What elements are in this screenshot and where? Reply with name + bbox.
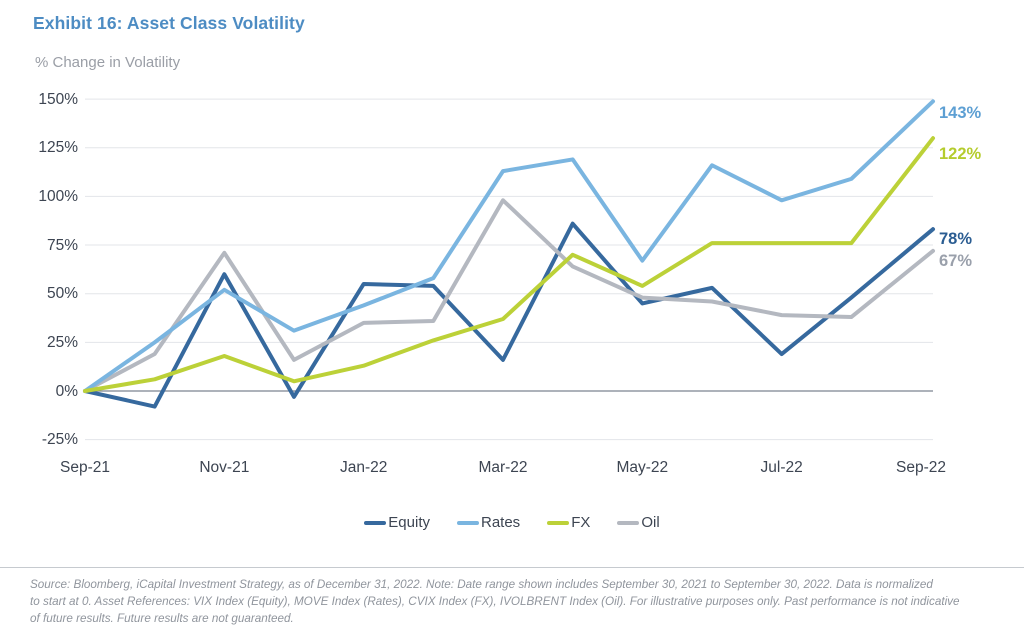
y-tick-label: 100% — [38, 187, 78, 205]
footer-divider — [0, 567, 1024, 568]
legend-label-fx: FX — [571, 514, 591, 531]
legend-label-equity: Equity — [388, 514, 430, 531]
y-tick-label: 50% — [46, 285, 78, 303]
end-label-rates: 143% — [939, 103, 982, 122]
series-line-rates — [83, 99, 935, 393]
legend-item-equity: Equity — [364, 514, 430, 531]
legend-swatch-fx — [547, 520, 570, 525]
source-note: Source: Bloomberg, iCapital Investment S… — [30, 576, 1010, 627]
legend-swatch-oil — [617, 520, 640, 525]
y-tick-label: 0% — [55, 382, 78, 400]
legend-item-fx: FX — [547, 514, 590, 531]
x-tick-label: Sep-21 — [60, 459, 110, 476]
y-tick-label: 25% — [46, 333, 78, 351]
x-tick-label: Jan-22 — [339, 459, 388, 476]
legend-swatch-rates — [457, 520, 479, 525]
legend-label-oil: Oil — [641, 514, 660, 531]
end-label-equity: 78% — [939, 230, 973, 249]
end-label-oil: 67% — [939, 251, 973, 270]
x-tick-label: Mar-22 — [478, 459, 528, 476]
y-tick-label: 75% — [46, 236, 78, 254]
series-line-fx — [83, 136, 935, 393]
x-tick-label: Nov-21 — [199, 459, 250, 476]
y-tick-label: 150% — [38, 90, 78, 108]
x-tick-label: Jul-22 — [760, 459, 803, 476]
y-axis-unit-label: % Change in Volatility — [35, 54, 181, 71]
source-note-line: to start at 0. Asset References: VIX Ind… — [30, 595, 960, 608]
chart-legend: Equity Rates FX Oil — [0, 514, 1024, 531]
legend-item-rates: Rates — [457, 514, 520, 531]
legend-item-oil: Oil — [617, 514, 660, 531]
y-tick-label: -25% — [41, 431, 78, 449]
y-tick-label: 125% — [38, 139, 78, 157]
source-note-line: Source: Bloomberg, iCapital Investment S… — [30, 578, 933, 591]
source-note-line: of future results. Future results are no… — [30, 612, 294, 625]
x-tick-label: Sep-22 — [896, 459, 946, 476]
x-tick-label: May-22 — [616, 459, 669, 476]
chart-title: Exhibit 16: Asset Class Volatility — [33, 13, 305, 33]
end-label-fx: 122% — [939, 144, 982, 163]
legend-swatch-equity — [364, 520, 387, 525]
series-line-oil — [83, 198, 935, 393]
legend-label-rates: Rates — [481, 514, 521, 531]
